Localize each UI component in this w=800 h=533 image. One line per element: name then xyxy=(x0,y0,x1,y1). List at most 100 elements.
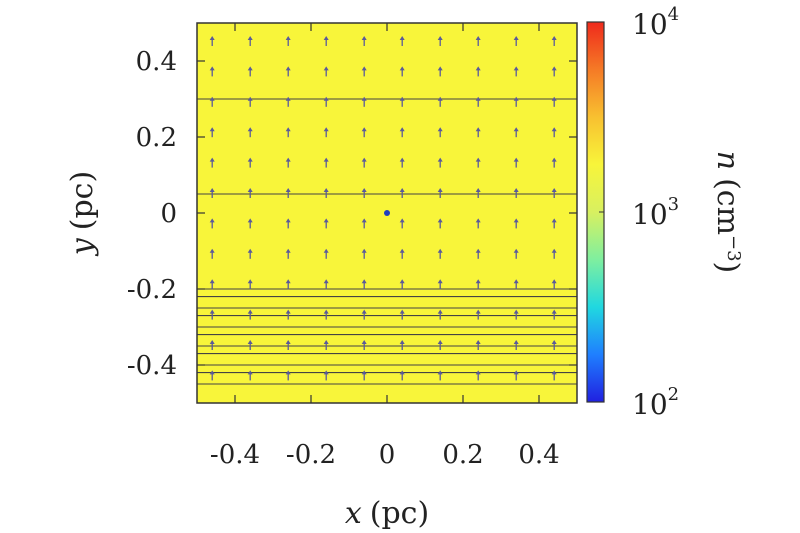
velocity-arrow xyxy=(247,96,253,107)
velocity-arrow xyxy=(475,279,481,290)
y-tick-label: 0.2 xyxy=(136,123,177,153)
velocity-arrow xyxy=(513,370,519,381)
colorbar-label: n (cm−3) xyxy=(710,151,745,274)
colorbar-unit-open: (cm xyxy=(710,178,745,235)
velocity-arrow xyxy=(323,248,329,259)
velocity-arrow xyxy=(437,218,443,229)
velocity-arrow xyxy=(285,96,291,107)
velocity-arrow xyxy=(323,340,329,350)
velocity-arrow xyxy=(475,218,481,229)
velocity-arrow xyxy=(513,96,519,107)
velocity-arrow xyxy=(285,127,291,138)
velocity-arrow xyxy=(437,370,443,381)
velocity-arrow xyxy=(247,66,253,77)
velocity-arrow xyxy=(361,188,367,198)
velocity-arrow xyxy=(323,157,329,168)
x-axis-label: x (pc) xyxy=(345,496,429,531)
velocity-arrow xyxy=(209,218,215,229)
velocity-arrow xyxy=(513,309,519,320)
x-tick-label: 0.4 xyxy=(518,440,559,470)
colorbar-unit-exp: −3 xyxy=(724,235,745,262)
velocity-arrow xyxy=(285,188,291,198)
y-axis-unit: (pc) xyxy=(65,171,100,230)
velocity-arrow xyxy=(247,340,253,350)
velocity-arrow xyxy=(513,66,519,77)
velocity-arrow xyxy=(247,370,253,381)
velocity-arrow xyxy=(285,157,291,168)
velocity-arrow xyxy=(323,279,329,290)
velocity-arrow xyxy=(361,127,367,138)
velocity-arrow xyxy=(247,218,253,229)
velocity-arrow xyxy=(361,248,367,259)
velocity-arrow xyxy=(247,157,253,168)
velocity-arrow xyxy=(323,66,329,77)
velocity-arrow xyxy=(399,157,405,168)
velocity-arrow xyxy=(209,248,215,259)
y-tick-label: 0 xyxy=(160,199,177,229)
velocity-arrow xyxy=(437,309,443,320)
x-axis-ticks: -0.4 -0.2 0 0.2 0.4 xyxy=(210,23,560,470)
velocity-arrow xyxy=(209,36,215,46)
x-tick-label: -0.2 xyxy=(286,440,336,470)
colorbar-var: n xyxy=(710,151,745,170)
velocity-arrow xyxy=(437,66,443,77)
density-contours xyxy=(197,98,577,385)
velocity-arrow xyxy=(399,340,405,350)
velocity-arrow xyxy=(323,218,329,229)
velocity-arrow xyxy=(361,36,367,46)
velocity-arrow xyxy=(551,157,557,168)
velocity-arrow xyxy=(209,96,215,107)
velocity-arrow xyxy=(475,370,481,381)
velocity-arrow xyxy=(209,370,215,381)
velocity-arrow xyxy=(399,36,405,46)
velocity-arrow xyxy=(323,96,329,107)
velocity-arrow xyxy=(399,96,405,107)
velocity-arrow xyxy=(247,279,253,290)
velocity-arrow xyxy=(475,248,481,259)
velocity-arrow xyxy=(285,309,291,320)
y-tick-label: 0.4 xyxy=(136,47,177,77)
velocity-arrow xyxy=(513,127,519,138)
velocity-arrow xyxy=(551,66,557,77)
velocity-arrow xyxy=(437,96,443,107)
velocity-arrow xyxy=(551,188,557,198)
velocity-arrow xyxy=(399,279,405,290)
velocity-arrow xyxy=(475,340,481,350)
velocity-arrow xyxy=(475,127,481,138)
velocity-arrow xyxy=(475,309,481,320)
colorbar-tick-label: 103 xyxy=(632,194,679,231)
velocity-arrow xyxy=(399,370,405,381)
velocity-arrow xyxy=(513,36,519,46)
velocity-arrow xyxy=(437,188,443,198)
velocity-arrow xyxy=(475,188,481,198)
velocity-arrow xyxy=(513,340,519,350)
velocity-arrow xyxy=(513,248,519,259)
velocity-arrow xyxy=(209,309,215,320)
velocity-arrow xyxy=(513,157,519,168)
x-axis-var: x xyxy=(345,496,362,531)
colorbar: 104 103 102 n (cm−3) xyxy=(586,4,745,421)
velocity-arrow xyxy=(475,36,481,46)
velocity-arrow xyxy=(323,36,329,46)
velocity-arrow xyxy=(551,36,557,46)
x-axis-unit: (pc) xyxy=(370,496,429,531)
velocity-arrow xyxy=(361,340,367,350)
velocity-arrow xyxy=(323,370,329,381)
velocity-arrow xyxy=(437,127,443,138)
velocity-arrow xyxy=(437,340,443,350)
colorbar-unit-close: ) xyxy=(710,262,745,274)
y-tick-label: -0.2 xyxy=(127,275,177,305)
velocity-arrow xyxy=(247,188,253,198)
center-point xyxy=(384,210,390,216)
velocity-arrow xyxy=(399,66,405,77)
velocity-arrow xyxy=(513,188,519,198)
y-axis-ticks: 0.4 0.2 0 -0.2 -0.4 xyxy=(127,47,577,381)
velocity-arrow xyxy=(323,188,329,198)
velocity-arrow xyxy=(247,309,253,320)
velocity-arrow xyxy=(285,340,291,350)
plot-area xyxy=(196,22,578,404)
velocity-arrow xyxy=(551,218,557,229)
x-tick-label: -0.4 xyxy=(210,440,260,470)
velocity-arrow xyxy=(513,218,519,229)
